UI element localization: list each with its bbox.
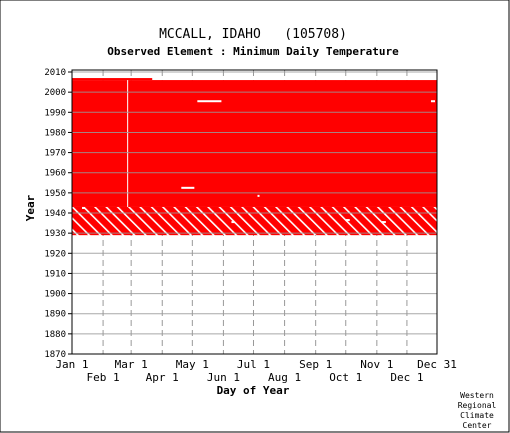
xtick-label-feb-1: Feb 1	[87, 371, 120, 384]
ytick-label-1960: 1960	[44, 169, 66, 179]
ytick-label-1920: 1920	[44, 249, 66, 259]
ytick-label-2010: 2010	[44, 68, 66, 78]
missing-data-7	[381, 221, 386, 224]
xtick-label-dec-1: Dec 1	[390, 371, 423, 384]
xtick-label-may-1: May 1	[176, 358, 209, 371]
xtick-label-apr-1: Apr 1	[146, 371, 179, 384]
missing-data-6	[345, 219, 350, 222]
y-axis-label: Year	[24, 194, 37, 221]
credit-line-0: Western	[460, 391, 494, 400]
data-record-1	[72, 80, 437, 207]
data-record-0	[72, 206, 437, 236]
credit-line-3: Center	[463, 421, 492, 430]
missing-data-2	[127, 80, 129, 207]
missing-data-8	[430, 100, 435, 103]
data-records	[72, 78, 437, 236]
plot-frame	[71, 69, 438, 355]
credit-line-2: Climate	[460, 411, 494, 420]
y-tick-labels: 1870 1880 1890 1900 1910 1920 1930 1940 1950 1960…	[44, 68, 66, 360]
xtick-label-aug-1: Aug 1	[268, 371, 301, 384]
chart-subtitle: Observed Element : Minimum Daily Tempera…	[107, 45, 399, 58]
ytick-label-1870: 1870	[44, 350, 66, 360]
missing-data-1	[181, 186, 195, 189]
ytick-label-1880: 1880	[44, 330, 66, 340]
ytick-label-1980: 1980	[44, 128, 66, 138]
chart-title: MCCALL, IDAHO (105708)	[159, 27, 347, 42]
x-tick-labels: Jan 1 Mar 1 May 1 Jul 1 Sep 1 Nov 1 Dec 31 Feb …	[55, 358, 456, 384]
xtick-label-jan-1: Jan 1	[55, 358, 88, 371]
xtick-label-dec-31: Dec 31	[417, 358, 457, 371]
credit-line-1: Regional	[458, 401, 497, 410]
xtick-label-jul-1: Jul 1	[237, 358, 270, 371]
ytick-label-1910: 1910	[44, 269, 66, 279]
xtick-label-nov-1: Nov 1	[360, 358, 393, 371]
missing-data-4	[82, 206, 86, 209]
xtick-label-oct-1: Oct 1	[329, 371, 362, 384]
xtick-label-mar-1: Mar 1	[115, 358, 148, 371]
missing-data-3	[257, 194, 260, 197]
ytick-label-1950: 1950	[44, 189, 66, 199]
ytick-label-1990: 1990	[44, 108, 66, 118]
xtick-label-jun-1: Jun 1	[207, 371, 240, 384]
missing-data-5	[231, 221, 235, 224]
data-record-2	[72, 78, 153, 81]
ytick-label-1940: 1940	[44, 209, 66, 219]
x-axis-label: Day of Year	[217, 384, 290, 397]
ytick-label-1890: 1890	[44, 310, 66, 320]
ytick-label-1900: 1900	[44, 290, 66, 300]
missing-data-0	[197, 100, 222, 103]
ytick-label-1930: 1930	[44, 229, 66, 239]
xtick-label-sep-1: Sep 1	[299, 358, 332, 371]
ytick-label-1970: 1970	[44, 149, 66, 159]
ytick-label-2000: 2000	[44, 88, 66, 98]
